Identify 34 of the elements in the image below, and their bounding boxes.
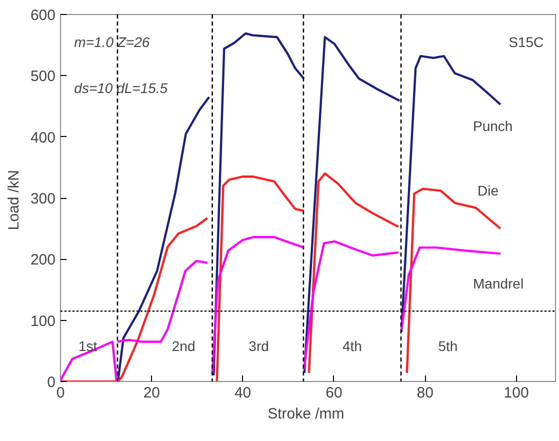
x-tick-label: 40 bbox=[234, 384, 252, 402]
line-series bbox=[212, 32, 305, 376]
annotation: S15C bbox=[508, 34, 544, 50]
line-series bbox=[116, 96, 210, 382]
line-series bbox=[211, 236, 305, 376]
annotation: ds=10 dL=15.5 bbox=[74, 80, 168, 96]
line-series bbox=[303, 36, 401, 374]
x-tick-label: 80 bbox=[416, 384, 434, 402]
x-tick-label: 20 bbox=[143, 384, 160, 402]
y-tick-label: 400 bbox=[30, 129, 56, 146]
annotation: 4th bbox=[342, 338, 362, 354]
x-axis-title: Stroke /mm bbox=[268, 406, 344, 422]
line-series bbox=[60, 217, 208, 382]
y-tick-label: 200 bbox=[30, 252, 56, 269]
annotation: 1st bbox=[78, 338, 98, 354]
y-tick-label: 0 bbox=[47, 374, 56, 391]
y-tick-label: 600 bbox=[30, 7, 56, 24]
annotation: 5th bbox=[438, 338, 458, 354]
series-label: Mandrel bbox=[473, 276, 524, 292]
line-series bbox=[216, 175, 305, 382]
y-tick-label: 300 bbox=[30, 190, 56, 208]
line-series bbox=[302, 240, 400, 370]
line-series bbox=[308, 172, 400, 374]
y-tick-label: 500 bbox=[30, 68, 56, 86]
y-tick-label: 100 bbox=[30, 312, 56, 330]
annotation: 2nd bbox=[172, 338, 196, 354]
y-axis-title: Load /kN bbox=[5, 170, 22, 230]
x-tick-label: 60 bbox=[326, 384, 342, 402]
annotation: m=1.0 Z=26 bbox=[74, 34, 150, 50]
line-series bbox=[60, 340, 118, 382]
annotation: 3rd bbox=[248, 338, 269, 354]
x-tick-label: 100 bbox=[504, 384, 529, 402]
series-label: Punch bbox=[473, 118, 513, 134]
series-label: Die bbox=[478, 182, 499, 199]
